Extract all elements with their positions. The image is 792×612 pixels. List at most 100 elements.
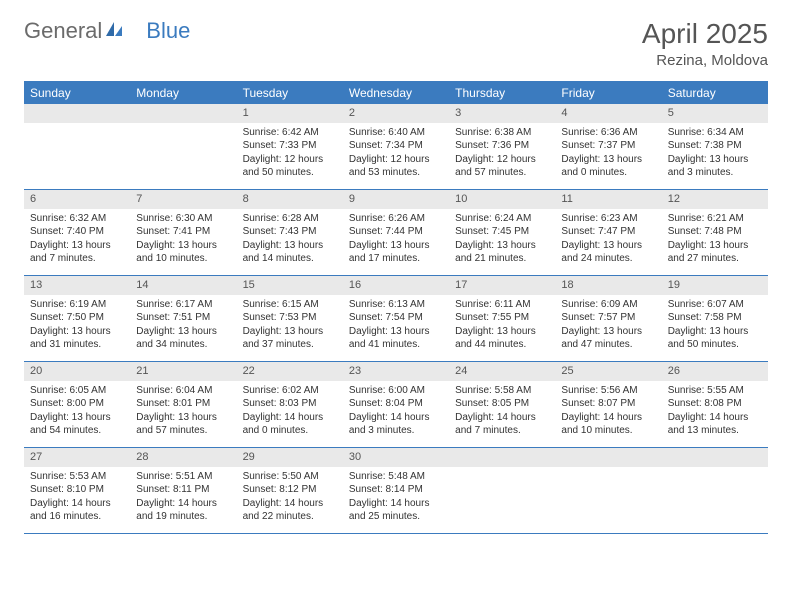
day-cell: 12Sunrise: 6:21 AMSunset: 7:48 PMDayligh…	[662, 190, 768, 276]
sunrise-line: Sunrise: 6:19 AM	[30, 298, 124, 312]
day-cell: 28Sunrise: 5:51 AMSunset: 8:11 PMDayligh…	[130, 448, 236, 534]
daylight-line: Daylight: 13 hours and 34 minutes.	[136, 325, 230, 352]
day-header: Sunday	[24, 82, 130, 104]
sunset-line: Sunset: 8:04 PM	[349, 397, 443, 411]
day-body: Sunrise: 6:00 AMSunset: 8:04 PMDaylight:…	[343, 381, 449, 444]
day-body: Sunrise: 6:30 AMSunset: 7:41 PMDaylight:…	[130, 209, 236, 272]
day-cell: 15Sunrise: 6:15 AMSunset: 7:53 PMDayligh…	[237, 276, 343, 362]
date-number: 1	[237, 104, 343, 123]
daylight-line: Daylight: 13 hours and 44 minutes.	[455, 325, 549, 352]
sunrise-line: Sunrise: 6:42 AM	[243, 126, 337, 140]
sunrise-line: Sunrise: 6:02 AM	[243, 384, 337, 398]
day-cell: 20Sunrise: 6:05 AMSunset: 8:00 PMDayligh…	[24, 362, 130, 448]
daylight-line: Daylight: 14 hours and 3 minutes.	[349, 411, 443, 438]
day-cell: 19Sunrise: 6:07 AMSunset: 7:58 PMDayligh…	[662, 276, 768, 362]
date-number: 26	[662, 362, 768, 381]
daylight-line: Daylight: 13 hours and 3 minutes.	[668, 153, 762, 180]
sunrise-line: Sunrise: 6:00 AM	[349, 384, 443, 398]
day-cell: 2Sunrise: 6:40 AMSunset: 7:34 PMDaylight…	[343, 104, 449, 190]
day-cell: 16Sunrise: 6:13 AMSunset: 7:54 PMDayligh…	[343, 276, 449, 362]
sunrise-line: Sunrise: 6:32 AM	[30, 212, 124, 226]
day-cell: 11Sunrise: 6:23 AMSunset: 7:47 PMDayligh…	[555, 190, 661, 276]
day-body: Sunrise: 6:21 AMSunset: 7:48 PMDaylight:…	[662, 209, 768, 272]
day-cell: 17Sunrise: 6:11 AMSunset: 7:55 PMDayligh…	[449, 276, 555, 362]
date-bar-empty	[24, 104, 130, 123]
day-body: Sunrise: 6:24 AMSunset: 7:45 PMDaylight:…	[449, 209, 555, 272]
sunrise-line: Sunrise: 6:38 AM	[455, 126, 549, 140]
daylight-line: Daylight: 13 hours and 31 minutes.	[30, 325, 124, 352]
daylight-line: Daylight: 14 hours and 7 minutes.	[455, 411, 549, 438]
sunrise-line: Sunrise: 5:51 AM	[136, 470, 230, 484]
daylight-line: Daylight: 14 hours and 16 minutes.	[30, 497, 124, 524]
sail-icon	[104, 18, 124, 44]
sunrise-line: Sunrise: 6:09 AM	[561, 298, 655, 312]
sunrise-line: Sunrise: 6:17 AM	[136, 298, 230, 312]
sunrise-line: Sunrise: 5:48 AM	[349, 470, 443, 484]
daylight-line: Daylight: 14 hours and 25 minutes.	[349, 497, 443, 524]
sunrise-line: Sunrise: 6:26 AM	[349, 212, 443, 226]
daylight-line: Daylight: 13 hours and 41 minutes.	[349, 325, 443, 352]
sunset-line: Sunset: 7:54 PM	[349, 311, 443, 325]
sunset-line: Sunset: 7:37 PM	[561, 139, 655, 153]
day-body: Sunrise: 6:05 AMSunset: 8:00 PMDaylight:…	[24, 381, 130, 444]
day-body: Sunrise: 5:53 AMSunset: 8:10 PMDaylight:…	[24, 467, 130, 530]
day-header: Saturday	[662, 82, 768, 104]
sunset-line: Sunset: 7:53 PM	[243, 311, 337, 325]
date-number: 4	[555, 104, 661, 123]
date-number: 17	[449, 276, 555, 295]
date-number: 22	[237, 362, 343, 381]
day-cell: 29Sunrise: 5:50 AMSunset: 8:12 PMDayligh…	[237, 448, 343, 534]
date-number: 20	[24, 362, 130, 381]
day-cell: 10Sunrise: 6:24 AMSunset: 7:45 PMDayligh…	[449, 190, 555, 276]
day-cell: 27Sunrise: 5:53 AMSunset: 8:10 PMDayligh…	[24, 448, 130, 534]
daylight-line: Daylight: 13 hours and 24 minutes.	[561, 239, 655, 266]
date-number: 13	[24, 276, 130, 295]
sunrise-line: Sunrise: 5:53 AM	[30, 470, 124, 484]
sunset-line: Sunset: 8:11 PM	[136, 483, 230, 497]
sunrise-line: Sunrise: 6:11 AM	[455, 298, 549, 312]
empty-cell	[555, 448, 661, 534]
daylight-line: Daylight: 14 hours and 22 minutes.	[243, 497, 337, 524]
sunset-line: Sunset: 7:47 PM	[561, 225, 655, 239]
daylight-line: Daylight: 13 hours and 37 minutes.	[243, 325, 337, 352]
day-body: Sunrise: 6:23 AMSunset: 7:47 PMDaylight:…	[555, 209, 661, 272]
sunset-line: Sunset: 8:03 PM	[243, 397, 337, 411]
day-cell: 24Sunrise: 5:58 AMSunset: 8:05 PMDayligh…	[449, 362, 555, 448]
daylight-line: Daylight: 13 hours and 47 minutes.	[561, 325, 655, 352]
calendar-grid: SundayMondayTuesdayWednesdayThursdayFrid…	[24, 81, 768, 534]
sunrise-line: Sunrise: 6:30 AM	[136, 212, 230, 226]
day-header: Tuesday	[237, 82, 343, 104]
brand-word-1: General	[24, 18, 102, 44]
daylight-line: Daylight: 13 hours and 50 minutes.	[668, 325, 762, 352]
sunset-line: Sunset: 7:55 PM	[455, 311, 549, 325]
day-cell: 4Sunrise: 6:36 AMSunset: 7:37 PMDaylight…	[555, 104, 661, 190]
day-cell: 3Sunrise: 6:38 AMSunset: 7:36 PMDaylight…	[449, 104, 555, 190]
day-body: Sunrise: 6:36 AMSunset: 7:37 PMDaylight:…	[555, 123, 661, 186]
date-bar-empty	[662, 448, 768, 467]
date-number: 5	[662, 104, 768, 123]
daylight-line: Daylight: 12 hours and 53 minutes.	[349, 153, 443, 180]
day-body: Sunrise: 5:55 AMSunset: 8:08 PMDaylight:…	[662, 381, 768, 444]
date-number: 19	[662, 276, 768, 295]
day-body: Sunrise: 6:11 AMSunset: 7:55 PMDaylight:…	[449, 295, 555, 358]
sunrise-line: Sunrise: 5:55 AM	[668, 384, 762, 398]
daylight-line: Daylight: 14 hours and 13 minutes.	[668, 411, 762, 438]
day-body: Sunrise: 5:50 AMSunset: 8:12 PMDaylight:…	[237, 467, 343, 530]
sunrise-line: Sunrise: 6:13 AM	[349, 298, 443, 312]
day-cell: 1Sunrise: 6:42 AMSunset: 7:33 PMDaylight…	[237, 104, 343, 190]
sunset-line: Sunset: 8:14 PM	[349, 483, 443, 497]
sunrise-line: Sunrise: 6:34 AM	[668, 126, 762, 140]
day-body: Sunrise: 6:38 AMSunset: 7:36 PMDaylight:…	[449, 123, 555, 186]
date-number: 14	[130, 276, 236, 295]
date-number: 11	[555, 190, 661, 209]
day-cell: 13Sunrise: 6:19 AMSunset: 7:50 PMDayligh…	[24, 276, 130, 362]
day-cell: 14Sunrise: 6:17 AMSunset: 7:51 PMDayligh…	[130, 276, 236, 362]
sunset-line: Sunset: 7:41 PM	[136, 225, 230, 239]
sunset-line: Sunset: 8:01 PM	[136, 397, 230, 411]
sunset-line: Sunset: 8:12 PM	[243, 483, 337, 497]
month-title: April 2025	[642, 18, 768, 50]
sunset-line: Sunset: 7:33 PM	[243, 139, 337, 153]
date-number: 2	[343, 104, 449, 123]
daylight-line: Daylight: 14 hours and 10 minutes.	[561, 411, 655, 438]
sunset-line: Sunset: 7:36 PM	[455, 139, 549, 153]
